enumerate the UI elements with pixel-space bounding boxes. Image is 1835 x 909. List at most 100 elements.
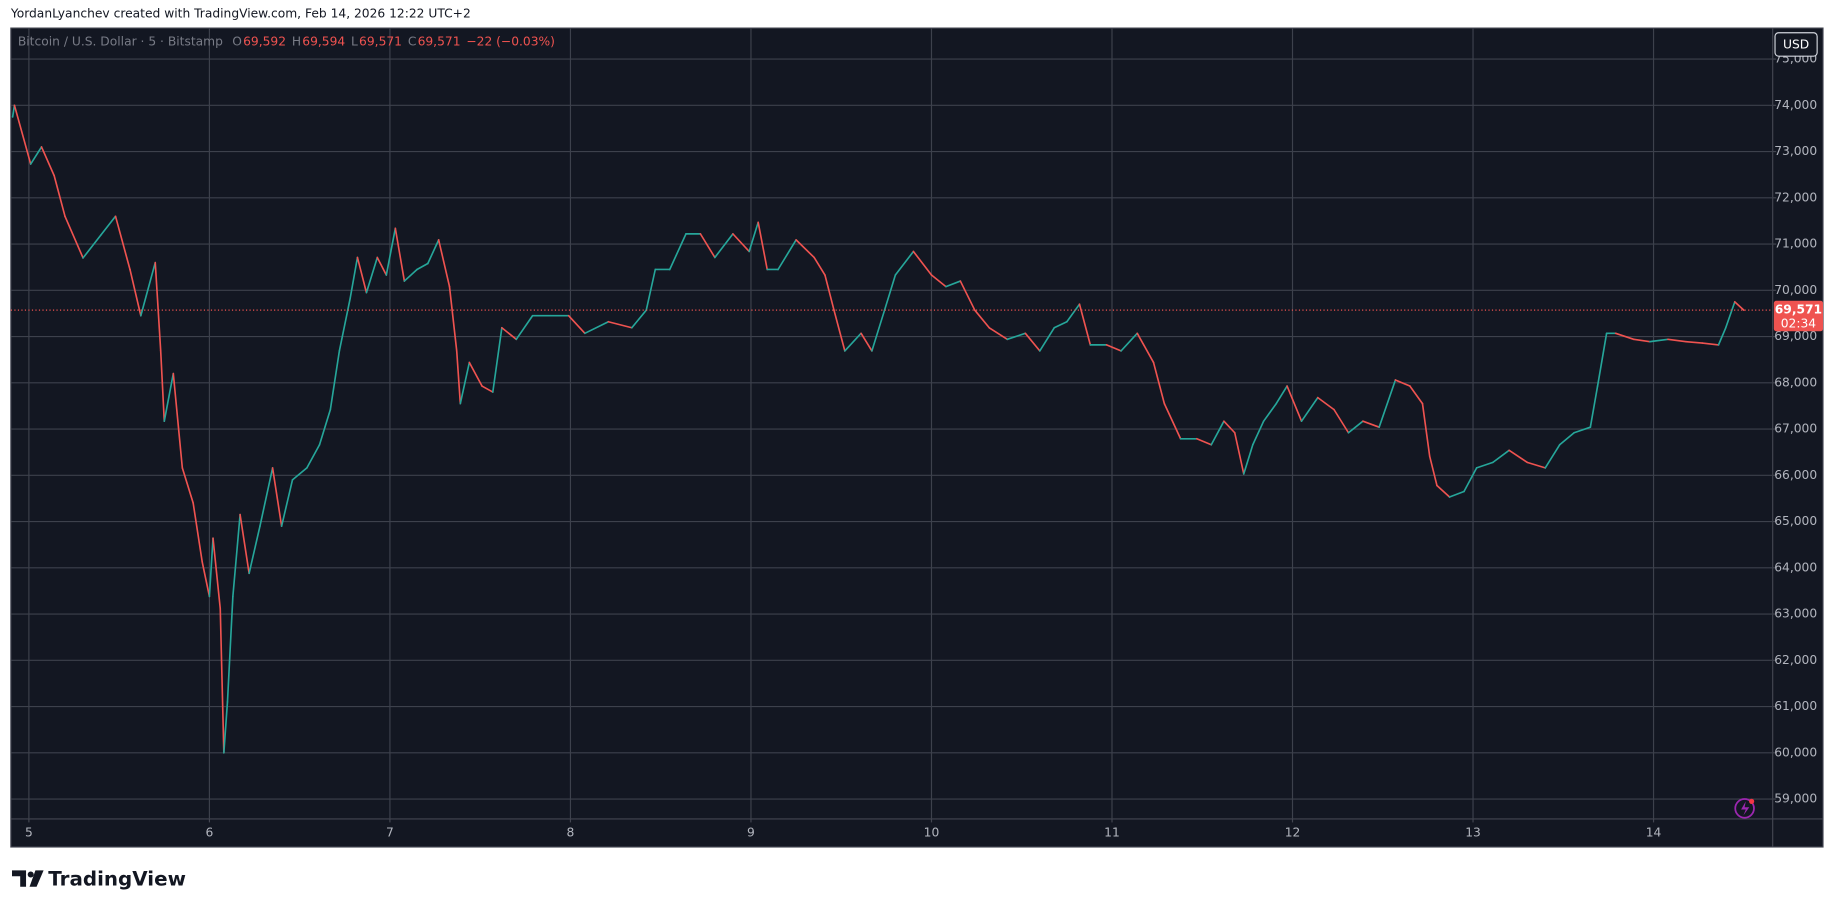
y-tick-label: 65,000 — [1774, 514, 1817, 528]
ohlc-key: O — [232, 35, 242, 49]
price-segment — [437, 239, 451, 288]
price-segment — [208, 537, 214, 598]
price-segment — [607, 320, 633, 329]
price-segment — [459, 361, 471, 405]
price-segment — [385, 227, 397, 276]
x-tick-label: 7 — [386, 825, 394, 839]
price-segment — [1362, 420, 1380, 429]
price-segment — [1262, 402, 1278, 423]
price-segment — [1024, 332, 1041, 352]
price-segment — [1573, 426, 1592, 434]
price-segment — [1006, 332, 1027, 341]
price-segment — [163, 372, 175, 423]
price-segment — [1275, 385, 1288, 405]
price-segment — [795, 239, 815, 259]
price-segment — [376, 256, 388, 276]
brand-logo: TradingView — [12, 867, 186, 890]
price-segment — [1242, 443, 1254, 475]
price-segment — [271, 467, 283, 527]
price-segment — [455, 350, 462, 405]
price-segment — [481, 385, 494, 393]
price-segment — [154, 261, 162, 352]
price-segment — [40, 146, 55, 177]
price-segment — [349, 256, 359, 299]
price-segment — [1596, 332, 1608, 387]
symbol-title: Bitcoin / U.S. Dollar · 5 · Bitstamp — [18, 35, 223, 49]
currency-label: USD — [1783, 38, 1809, 52]
credit-line: YordanLyanchev created with TradingView.… — [10, 7, 471, 21]
price-segment — [416, 262, 429, 271]
price-segment — [584, 320, 610, 335]
price-segment — [714, 233, 734, 259]
price-segment — [1300, 396, 1319, 423]
price-segment — [139, 261, 157, 317]
price-segment — [1120, 332, 1139, 352]
x-tick-label: 9 — [747, 825, 755, 839]
price-segment — [699, 233, 716, 259]
price-segment — [1544, 443, 1561, 469]
price-segment — [912, 250, 933, 276]
x-tick-label: 12 — [1285, 825, 1301, 839]
price-segment — [1316, 396, 1335, 411]
price-segment — [988, 326, 1009, 341]
price-segment — [777, 239, 797, 271]
price-segment — [1196, 437, 1213, 446]
price-segment — [201, 560, 211, 598]
price-segment — [403, 268, 418, 282]
y-tick-label: 59,000 — [1774, 792, 1817, 806]
ohlc-value: 69,571 — [359, 35, 402, 49]
price-segment — [1717, 326, 1727, 346]
price-segment — [1428, 455, 1438, 487]
x-tick-label: 5 — [25, 825, 33, 839]
x-tick-label: 10 — [924, 825, 940, 839]
ohlc-key: C — [408, 35, 417, 49]
x-tick-label: 14 — [1646, 825, 1662, 839]
chart-panel — [10, 27, 1824, 848]
y-tick-label: 74,000 — [1774, 98, 1817, 112]
price-segment — [394, 227, 406, 282]
last-price-label: 69,571 — [1775, 303, 1822, 317]
price-segment — [468, 361, 483, 387]
price-segment — [813, 256, 826, 276]
y-tick-label: 61,000 — [1774, 699, 1817, 713]
price-segment — [1136, 332, 1155, 364]
ohlc-value: 69,571 — [418, 35, 461, 49]
price-segment — [1475, 461, 1494, 469]
logo-mark-dot — [27, 871, 34, 878]
price-segment — [1286, 385, 1303, 423]
price-segment — [1667, 338, 1687, 343]
price-segment — [159, 349, 166, 423]
price-segment — [365, 256, 379, 294]
price-segment — [1492, 449, 1510, 464]
y-tick-label: 72,000 — [1774, 190, 1817, 204]
y-tick-label: 63,000 — [1774, 607, 1817, 621]
price-segment — [833, 309, 846, 352]
price-segment — [1409, 385, 1424, 405]
price-segment — [64, 215, 84, 259]
price-segment — [181, 467, 194, 504]
countdown-label: 02:34 — [1781, 317, 1817, 331]
y-tick-label: 60,000 — [1774, 745, 1817, 759]
price-segment — [1614, 332, 1635, 341]
price-segment — [338, 297, 352, 352]
price-segment — [192, 502, 204, 563]
price-segment — [501, 326, 518, 341]
price-segment — [748, 221, 759, 253]
price-segment — [29, 146, 43, 165]
price-segment — [13, 104, 32, 165]
currency-button[interactable] — [1774, 32, 1818, 57]
change-value: −22 (−0.03%) — [466, 35, 555, 49]
assistant-icon[interactable] — [1734, 798, 1755, 819]
price-segment — [1632, 338, 1651, 343]
price-segment — [1421, 402, 1431, 458]
price-segment — [1526, 461, 1547, 469]
price-segment — [973, 309, 991, 329]
price-segment — [1378, 379, 1397, 429]
price-segment — [280, 479, 294, 527]
price-segment — [894, 250, 915, 276]
price-segment — [844, 332, 862, 352]
price-segment — [306, 443, 321, 469]
price-segment — [567, 314, 586, 335]
price-segment — [930, 274, 947, 288]
